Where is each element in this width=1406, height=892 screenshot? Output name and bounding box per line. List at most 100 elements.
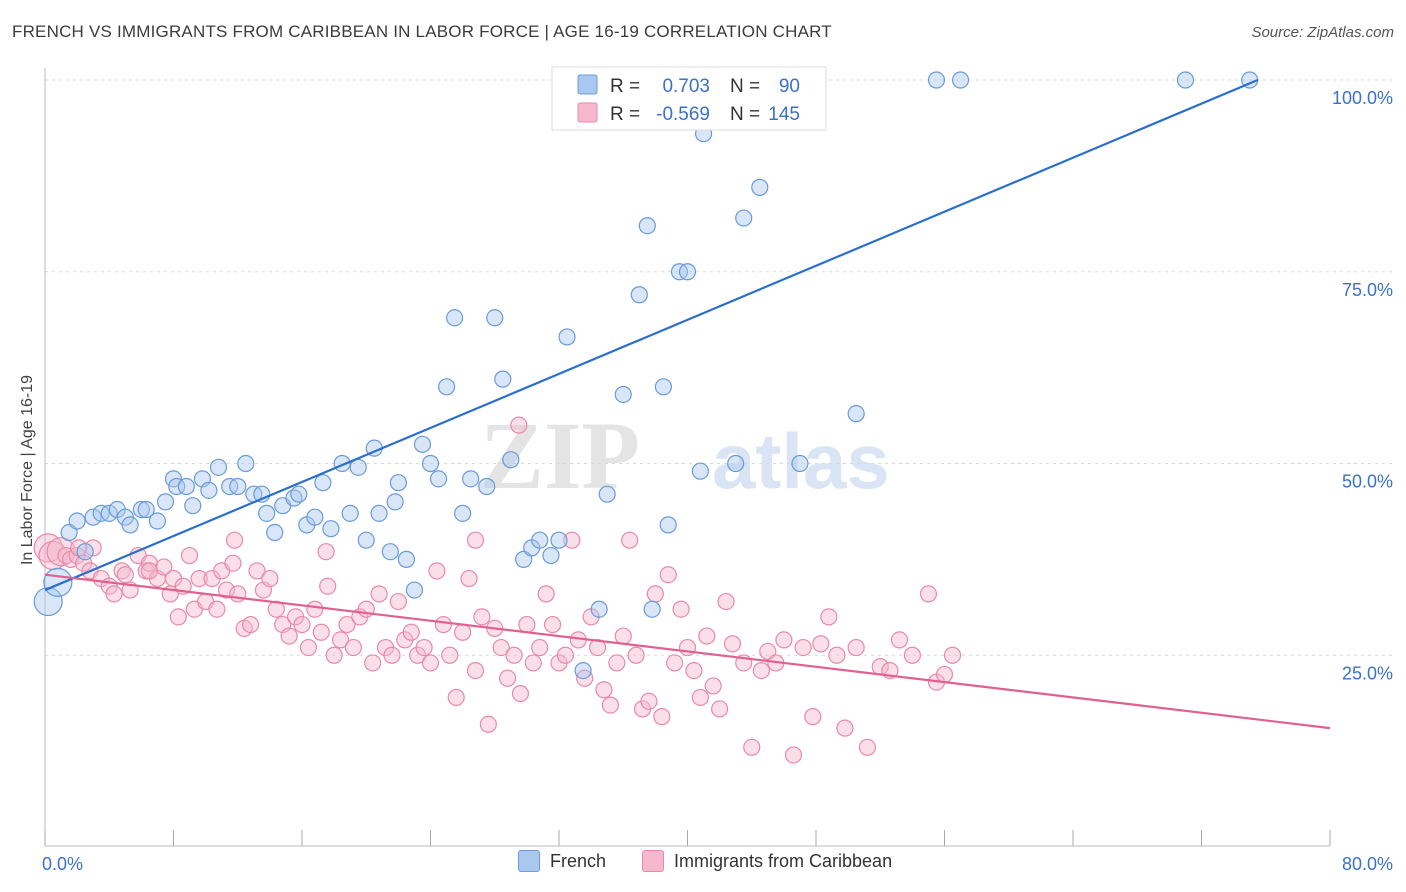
data-point [341, 504, 359, 522]
data-point [421, 654, 440, 672]
data-point [804, 708, 822, 726]
data-point [601, 696, 620, 714]
legend-item-french: French [518, 850, 606, 872]
data-point [290, 485, 308, 503]
data-point [951, 71, 970, 89]
data-point [704, 677, 722, 695]
data-point [148, 512, 167, 530]
data-point [322, 520, 340, 538]
data-point [812, 635, 830, 653]
data-point [225, 531, 244, 549]
data-point [486, 309, 504, 327]
data-point [454, 623, 472, 641]
data-point [190, 569, 208, 588]
data-point [666, 654, 684, 672]
data-point [752, 661, 770, 680]
data-point [248, 562, 266, 580]
legend-item-caribbean: Immigrants from Caribbean [642, 850, 892, 872]
data-point [531, 638, 549, 657]
data-point [505, 646, 523, 664]
data-point [621, 531, 639, 549]
data-point [608, 654, 626, 672]
y-tick-label-2: 75.0% [1342, 280, 1393, 300]
data-point [105, 585, 123, 603]
data-point [672, 600, 690, 618]
data-point [510, 416, 528, 434]
data-point [492, 638, 510, 657]
data-point [140, 562, 159, 580]
data-point [299, 638, 318, 657]
data-point [678, 263, 697, 281]
data-point [903, 646, 921, 664]
data-point [46, 537, 76, 567]
data-point [180, 546, 199, 565]
data-point [927, 71, 946, 89]
data-point [479, 715, 497, 733]
data-point [558, 328, 576, 346]
data-point [415, 638, 433, 657]
y-tick-label-1: 50.0% [1342, 472, 1393, 492]
legend-r-value-caribbean: -0.569 [656, 104, 710, 125]
data-point [537, 585, 555, 603]
data-point [659, 516, 677, 534]
data-point [614, 627, 632, 645]
data-point [590, 600, 608, 618]
data-point [627, 646, 645, 664]
data-point [711, 700, 729, 718]
data-point [643, 600, 661, 618]
data-point [454, 504, 472, 522]
data-point [437, 378, 456, 396]
data-point [76, 543, 94, 561]
data-point [429, 470, 448, 488]
data-point [542, 546, 560, 565]
data-point [383, 646, 401, 664]
legend-stats: R = 0.703 N = 90 R = -0.569 N = 145 [551, 66, 827, 131]
data-point [413, 435, 432, 453]
data-point [460, 569, 478, 588]
legend-bottom-swatch-french [518, 850, 540, 872]
data-point [598, 485, 616, 503]
legend-r-label-caribbean: R = [610, 104, 640, 125]
data-point [428, 562, 446, 580]
data-point [280, 627, 298, 645]
data-point [494, 370, 512, 388]
legend-bottom: French Immigrants from Caribbean [0, 850, 1406, 880]
data-point [935, 665, 954, 684]
data-point [543, 615, 562, 634]
data-point [261, 569, 279, 588]
legend-swatch-caribbean [577, 102, 598, 123]
trend-line-caribbean [44, 573, 1331, 730]
data-point [266, 523, 284, 542]
data-point [421, 454, 440, 473]
data-point [84, 539, 102, 557]
data-point [646, 585, 664, 603]
data-point [116, 566, 134, 584]
trend-line-french [44, 78, 1259, 592]
data-point [389, 592, 407, 611]
legend-label-french: French [550, 850, 607, 871]
data-point [784, 746, 803, 764]
data-point [312, 623, 330, 641]
data-point [389, 474, 407, 492]
data-point [447, 688, 465, 707]
watermark-atlas: atlas [712, 417, 890, 505]
data-point [132, 500, 150, 519]
data-point [574, 661, 592, 680]
data-point [441, 646, 459, 664]
data-point [258, 504, 276, 522]
legend-swatch-french [577, 74, 598, 95]
data-point [242, 615, 260, 634]
data-point [858, 738, 877, 756]
data-point [402, 623, 420, 641]
tick-labels: 25.0% 50.0% 75.0% 100.0% 0.0% 80.0% [42, 88, 1393, 874]
data-point [317, 543, 335, 561]
data-point [502, 451, 520, 469]
data-point [518, 615, 536, 634]
data-point [794, 638, 812, 657]
data-point [100, 504, 118, 522]
data-point [325, 646, 343, 664]
data-point [168, 477, 186, 496]
data-point [462, 470, 480, 488]
legend-n-value-caribbean: 145 [768, 104, 800, 125]
data-point [306, 508, 324, 526]
